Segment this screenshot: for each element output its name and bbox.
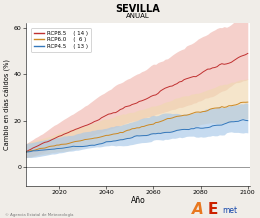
- Text: E: E: [208, 202, 218, 217]
- Text: A: A: [192, 202, 204, 217]
- Y-axis label: Cambio en días cálidos (%): Cambio en días cálidos (%): [4, 59, 11, 150]
- Legend: RCP8.5    ( 14 ), RCP6.0    (  6 ), RCP4.5    ( 13 ): RCP8.5 ( 14 ), RCP6.0 ( 6 ), RCP4.5 ( 13…: [31, 28, 92, 52]
- Title: SEVILLA: SEVILLA: [116, 4, 160, 14]
- Text: met: met: [222, 206, 237, 215]
- Text: © Agencia Estatal de Meteorología: © Agencia Estatal de Meteorología: [5, 213, 74, 217]
- X-axis label: Año: Año: [131, 196, 145, 205]
- Text: ANUAL: ANUAL: [126, 13, 150, 19]
